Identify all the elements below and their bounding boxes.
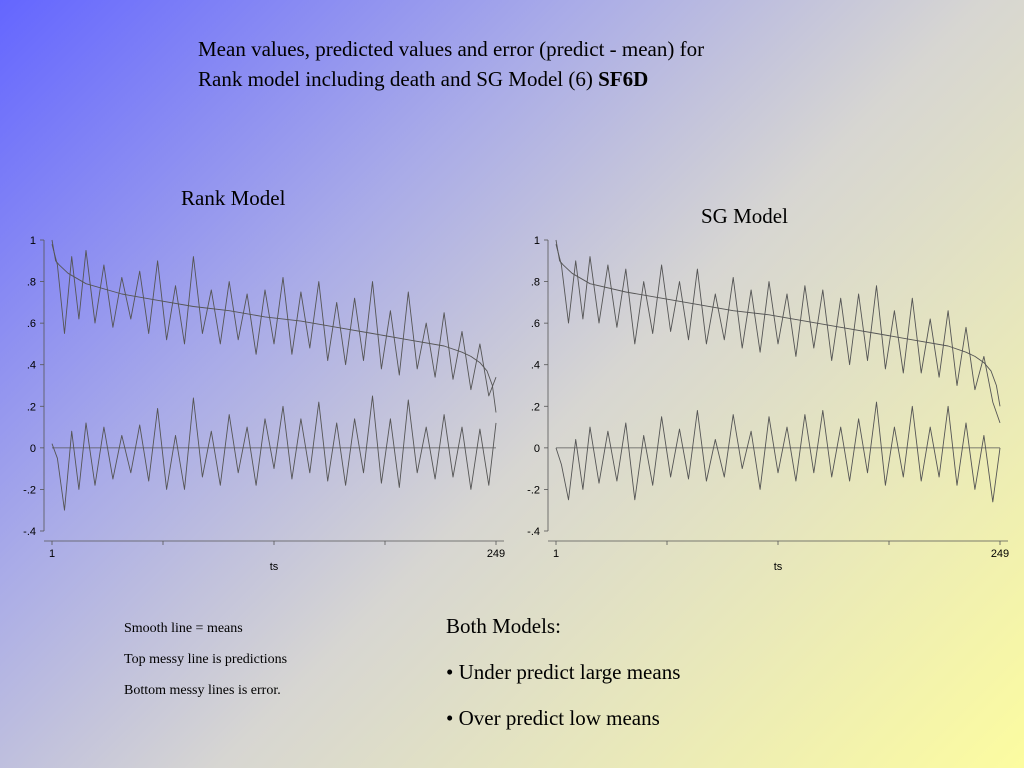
sg-y-tick-label: .4 <box>531 360 540 372</box>
rank-predictions-line <box>51 244 497 397</box>
slide-title-line2-text: Rank model including death and SG Model … <box>198 67 593 91</box>
rank-error-line <box>51 395 497 511</box>
rank-model-title: Rank Model <box>181 186 286 210</box>
conclusions: Both Models: • Under predict large means… <box>446 603 680 741</box>
sg-y-tick-label: 1 <box>534 235 540 247</box>
sg-x-axis-label: ts <box>774 561 783 573</box>
sg-y-tick-label: 0 <box>534 443 540 455</box>
sg-error-line <box>555 401 1001 503</box>
rank-x-axis-label: ts <box>270 561 279 573</box>
line-legend-notes: Smooth line = means Top messy line is pr… <box>124 613 287 706</box>
conclusions-heading: Both Models: <box>446 614 561 638</box>
sg-y-tick-label: -.2 <box>527 484 540 496</box>
rank-y-tick-label: 0 <box>30 443 36 455</box>
sg-x-tick-label: 249 <box>991 548 1009 560</box>
sg-model-title: SG Model <box>701 204 788 228</box>
sg-x-tick-label: 1 <box>553 548 559 560</box>
rank-y-tick-label: .6 <box>27 318 36 330</box>
sg-y-tick-label: .2 <box>531 401 540 413</box>
rank-x-tick-label: 249 <box>487 548 505 560</box>
rank-means-line <box>51 239 497 413</box>
note-means: Smooth line = means <box>124 621 243 636</box>
note-error: Bottom messy lines is error. <box>124 683 281 698</box>
slide-title-bold: SF6D <box>598 67 649 91</box>
rank-y-tick-label: 1 <box>30 235 36 247</box>
rank-model-chart: -.4 -.2 0 .2 .4 .6 .8 1 1 249 ts <box>23 235 505 573</box>
slide-title: Mean values, predicted values and error … <box>198 34 878 94</box>
conclusion-bullet-under: • Under predict large means <box>446 660 681 684</box>
sg-y-tick-label: .8 <box>531 277 540 289</box>
rank-y-tick-label: -.2 <box>23 484 36 496</box>
sg-predictions-line <box>555 244 1001 424</box>
sg-means-line <box>555 239 1001 407</box>
rank-y-tick-label: .4 <box>27 360 36 372</box>
slide-title-line2: Rank model including death and SG Model … <box>198 64 878 94</box>
rank-y-tick-label: .2 <box>27 401 36 413</box>
sg-y-tick-label: .6 <box>531 318 540 330</box>
sg-model-chart: -.4 -.2 0 .2 .4 .6 .8 1 1 249 ts <box>527 235 1009 573</box>
sg-y-tick-label: -.4 <box>527 526 540 538</box>
rank-y-tick-label: .8 <box>27 277 36 289</box>
note-predictions: Top messy line is predictions <box>124 652 288 667</box>
conclusion-bullet-over: • Over predict low means <box>446 706 660 730</box>
slide-title-line1: Mean values, predicted values and error … <box>198 37 705 61</box>
rank-y-tick-label: -.4 <box>23 526 36 538</box>
rank-x-tick-label: 1 <box>49 548 55 560</box>
